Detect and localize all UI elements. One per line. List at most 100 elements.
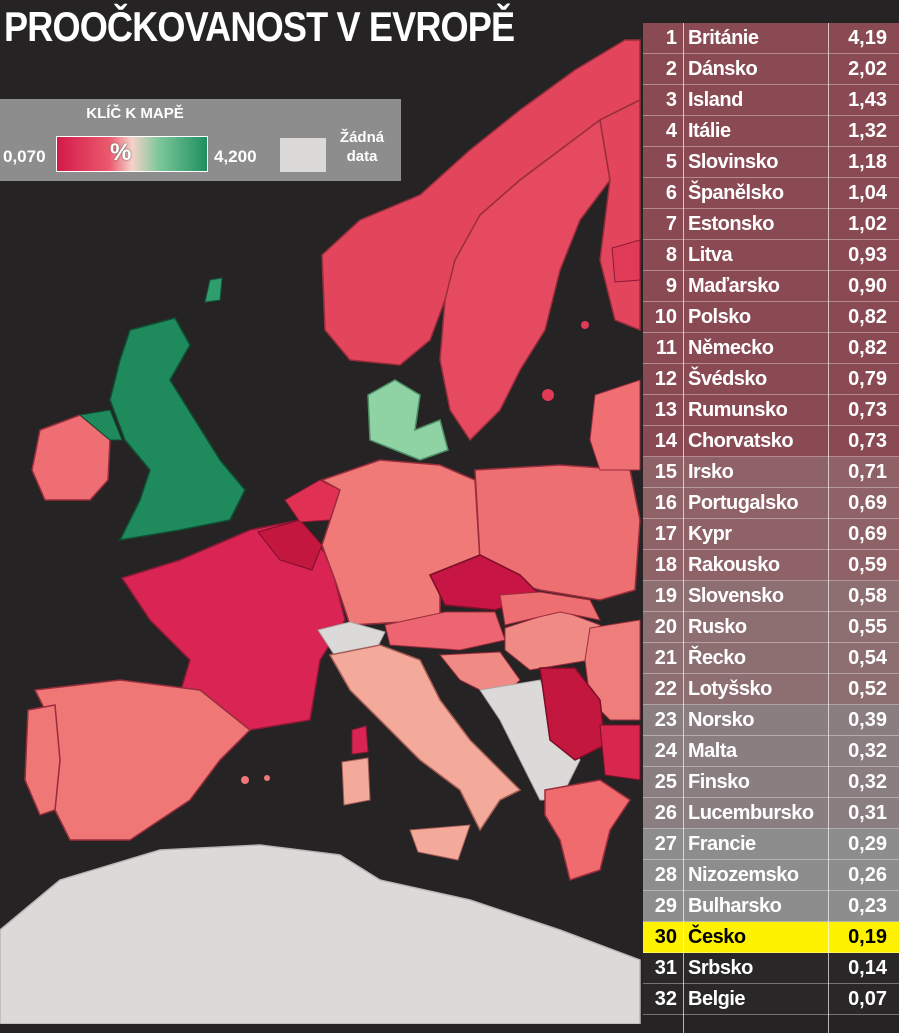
row-value: 0,26 <box>848 864 887 886</box>
baltics-shape <box>589 379 641 471</box>
row-country: Rumunsko <box>688 399 788 421</box>
slovakia-shape <box>499 591 601 626</box>
row-value: 1,32 <box>848 120 887 142</box>
row-country: Bulharsko <box>688 895 782 917</box>
denmark-shape <box>367 379 449 461</box>
table-row: 4 Itálie 1,32 <box>643 116 899 147</box>
row-value: 0,19 <box>848 926 887 948</box>
row-rank: 20 <box>654 616 677 638</box>
row-value: 0,82 <box>848 306 887 328</box>
row-country: Řecko <box>688 647 746 669</box>
table-row: 27 Francie 0,29 <box>643 829 899 860</box>
row-rank: 7 <box>665 213 677 235</box>
row-country: Británie <box>688 27 759 49</box>
row-value: 1,18 <box>848 151 887 173</box>
table-row: 5 Slovinsko 1,18 <box>643 147 899 178</box>
row-value: 0,07 <box>848 988 887 1010</box>
row-value: 0,32 <box>848 740 887 762</box>
ranking-table: 1 Británie 4,19 2 Dánsko 2,02 3 Island 1,43 4 Itál… <box>643 23 899 1033</box>
table-row: 15 Irsko 0,71 <box>643 457 899 488</box>
row-country: Belgie <box>688 988 746 1010</box>
row-country: Lotyšsko <box>688 678 772 700</box>
row-rank: 18 <box>654 554 677 576</box>
row-rank: 2 <box>665 58 677 80</box>
row-country: Francie <box>688 833 756 855</box>
row-country: Irsko <box>688 461 734 483</box>
row-rank: 19 <box>654 585 677 607</box>
belgium-shape <box>257 519 323 571</box>
table-row: 25 Finsko 0,32 <box>643 767 899 798</box>
table-row: 24 Malta 0,32 <box>643 736 899 767</box>
legend-nodata-line-2: data <box>346 148 378 165</box>
row-value: 0,23 <box>848 895 887 917</box>
table-row: 11 Německo 0,82 <box>643 333 899 364</box>
row-country: Itálie <box>688 120 731 142</box>
estonia-shape <box>611 239 641 283</box>
row-rank: 17 <box>654 523 677 545</box>
row-country: Německo <box>688 337 774 359</box>
row-rank: 5 <box>665 151 677 173</box>
table-row: 10 Polsko 0,82 <box>643 302 899 333</box>
row-value: 0,82 <box>848 337 887 359</box>
table-row: 23 Norsko 0,39 <box>643 705 899 736</box>
row-rank: 11 <box>655 337 677 359</box>
bulgaria-shape <box>599 724 641 781</box>
legend-nodata-swatch <box>280 138 326 172</box>
island-dot <box>581 321 589 329</box>
row-country: Litva <box>688 244 733 266</box>
row-value: 1,02 <box>848 213 887 235</box>
north-africa-land <box>0 844 641 1024</box>
row-country: Chorvatsko <box>688 430 794 452</box>
row-rank: 32 <box>654 988 677 1010</box>
row-country: Rusko <box>688 616 747 638</box>
row-country: Norsko <box>688 709 754 731</box>
row-country: Portugalsko <box>688 492 799 514</box>
n-ireland-shape <box>78 409 123 441</box>
row-value: 0,54 <box>848 647 887 669</box>
row-rank: 8 <box>665 244 677 266</box>
row-rank: 29 <box>654 895 677 917</box>
table-row: 18 Rakousko 0,59 <box>643 550 899 581</box>
row-value: 0,79 <box>848 368 887 390</box>
legend-title: KLÍČ K MAPĚ <box>86 105 184 122</box>
row-rank: 30 <box>654 926 677 948</box>
legend-max-label: 4,200 <box>214 147 257 166</box>
row-country: Malta <box>688 740 737 762</box>
row-rank: 13 <box>654 399 677 421</box>
row-rank: 14 <box>654 430 677 452</box>
table-row: 28 Nizozemsko 0,26 <box>643 860 899 891</box>
row-country: Lucembursko <box>688 802 814 824</box>
table-row: 13 Rumunsko 0,73 <box>643 395 899 426</box>
row-country: Rakousko <box>688 554 780 576</box>
island-dot <box>264 775 270 781</box>
row-country: Polsko <box>688 306 751 328</box>
row-country: Švédsko <box>688 368 767 390</box>
france-shape <box>120 519 346 731</box>
table-row: 16 Portugalsko 0,69 <box>643 488 899 519</box>
table-row: 7 Estonsko 1,02 <box>643 209 899 240</box>
table-row: 29 Bulharsko 0,23 <box>643 891 899 922</box>
table-row: 8 Litva 0,93 <box>643 240 899 271</box>
legend-nodata-line-1: Žádná <box>339 129 385 146</box>
row-rank: 22 <box>654 678 677 700</box>
table-row: 3 Island 1,43 <box>643 85 899 116</box>
corsica-shape <box>351 725 369 755</box>
row-country: Finsko <box>688 771 750 793</box>
row-country: Slovinsko <box>688 151 778 173</box>
row-value: 0,69 <box>848 492 887 514</box>
table-row: 32 Belgie 0,07 <box>643 984 899 1015</box>
finland-shape <box>599 98 641 332</box>
row-rank: 9 <box>665 275 677 297</box>
legend-min-label: 0,070 <box>3 147 46 166</box>
row-rank: 27 <box>654 833 677 855</box>
row-value: 1,04 <box>848 182 887 204</box>
row-rank: 26 <box>654 802 677 824</box>
table-row: 1 Británie 4,19 <box>643 23 899 54</box>
sardinia-shape <box>341 757 371 806</box>
portugal-shape <box>24 704 61 816</box>
table-row: 2 Dánsko 2,02 <box>643 54 899 85</box>
iceland-shape <box>204 277 223 303</box>
island-dot <box>241 776 249 784</box>
table-divider <box>828 23 829 1033</box>
